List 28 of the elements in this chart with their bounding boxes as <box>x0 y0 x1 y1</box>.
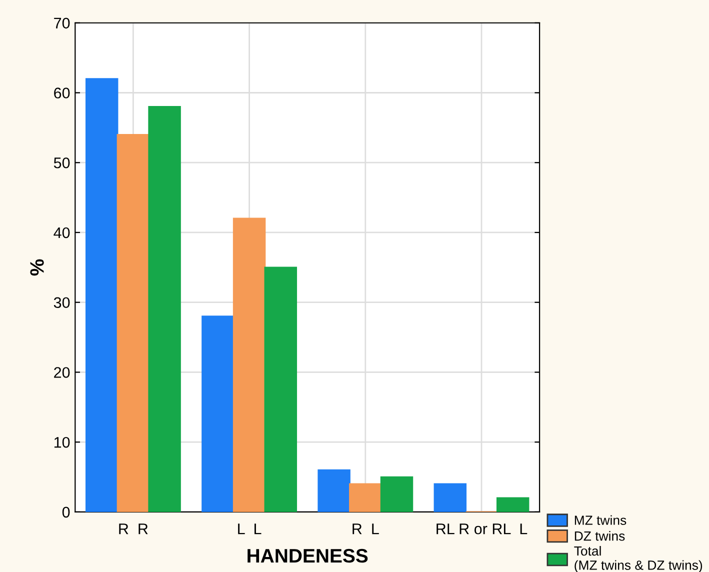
legend-label: Total (MZ twins & DZ twins) <box>574 546 702 572</box>
y-tick-label: 20 <box>54 367 70 378</box>
x-tick-label: R L <box>352 524 379 534</box>
y-tick-label: 60 <box>54 88 70 98</box>
y-tick-label: 40 <box>54 227 70 238</box>
y-axis-title: % <box>30 259 44 276</box>
bar <box>349 483 382 512</box>
legend-label: DZ twins <box>574 531 625 541</box>
y-tick-label: 30 <box>54 297 70 308</box>
bar <box>264 266 298 512</box>
bar <box>380 476 414 512</box>
x-axis-title: HANDENESS <box>248 548 368 563</box>
bar <box>318 469 350 512</box>
x-tick-label: R R <box>119 524 148 534</box>
bar <box>232 218 266 512</box>
bar <box>496 497 530 512</box>
bar <box>116 134 150 512</box>
bar <box>85 78 118 512</box>
bar <box>434 483 467 512</box>
bar <box>202 316 234 512</box>
x-tick-label: L L <box>238 524 262 534</box>
y-tick-label: 0 <box>62 506 70 518</box>
bar <box>148 106 181 512</box>
y-tick-label: 10 <box>54 436 70 448</box>
x-tick-label: RL R or RL L <box>436 524 528 534</box>
y-tick-label: 50 <box>54 157 70 168</box>
y-tick-label: 70 <box>54 18 70 29</box>
legend-label: MZ twins <box>574 515 626 525</box>
